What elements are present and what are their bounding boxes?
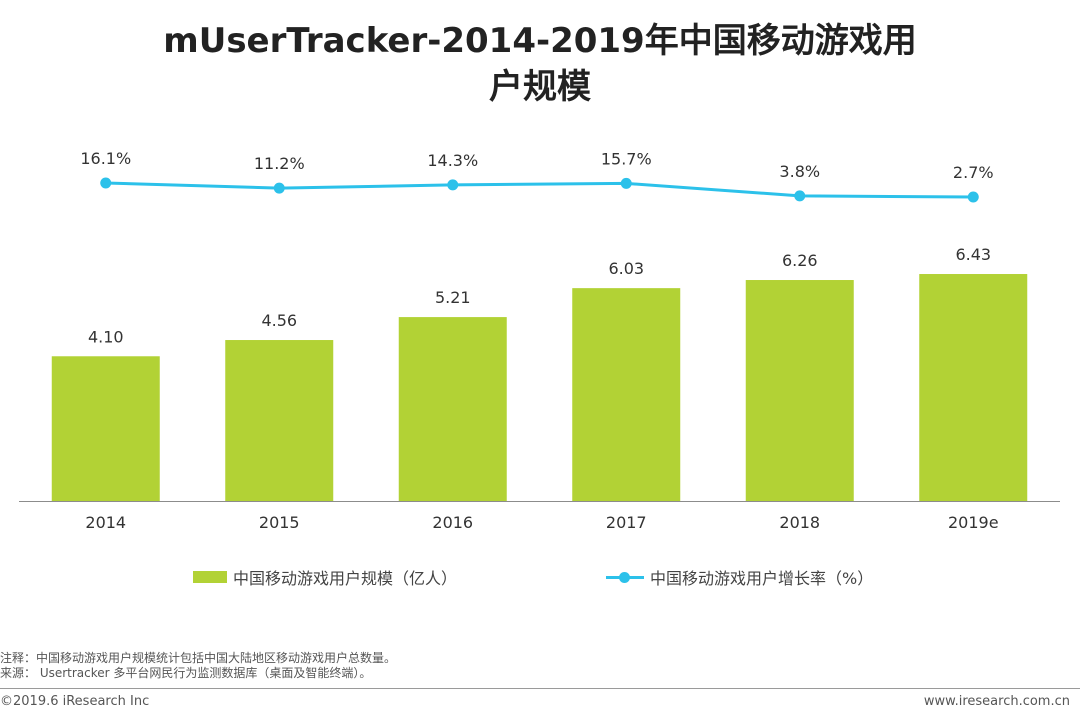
bar-value-label-2015: 4.56: [261, 311, 297, 330]
bar-value-label-2017: 6.03: [608, 259, 644, 278]
bar-value-label-2018: 6.26: [782, 251, 818, 270]
x-tick-label-2019e: 2019e: [948, 513, 999, 532]
growth-label-2019e: 2.7%: [953, 163, 994, 182]
growth-label-2016: 14.3%: [427, 151, 478, 170]
bar-2016: [398, 317, 507, 501]
legend-item-user-scale: 中国移动游戏用户规模（亿人）: [193, 565, 457, 589]
bar-value-label-2016: 5.21: [435, 288, 471, 307]
growth-point-2014: [100, 177, 112, 189]
bar-2017: [572, 288, 681, 501]
chart-title: mUserTracker-2014-2019年中国移动游戏用 户规模: [0, 18, 1080, 110]
chart-title-line-2: 户规模: [489, 67, 591, 107]
growth-label-2014: 16.1%: [80, 149, 131, 168]
growth-point-2015: [273, 182, 285, 194]
x-tick-label-2018: 2018: [779, 513, 820, 532]
legend-item-growth-rate: 中国移动游戏用户增长率（%）: [606, 565, 873, 589]
bar-value-label-2019e: 6.43: [955, 245, 991, 264]
bar-2015: [225, 340, 334, 501]
growth-rate-line: [105, 181, 974, 199]
growth-label-2017: 15.7%: [601, 149, 652, 168]
bar-value-label-2014: 4.10: [88, 327, 124, 346]
growth-point-2016: [447, 179, 459, 191]
chart-legend: 中国移动游戏用户规模（亿人） 中国移动游戏用户增长率（%）: [0, 565, 1080, 589]
growth-point-2017: [620, 177, 632, 189]
bar-2019e: [919, 274, 1028, 501]
growth-label-2015: 11.2%: [254, 154, 305, 173]
x-tick-label-2016: 2016: [432, 513, 473, 532]
legend-swatch-line: [606, 571, 644, 583]
chart-title-line-1: mUserTracker-2014-2019年中国移动游戏用: [163, 21, 917, 61]
growth-point-2019e: [967, 191, 979, 203]
growth-point-2018: [794, 190, 806, 202]
chart-plot-area: 4.10 2014 4.56 2015 5.21 2016 6.03 2017 6.26 2018…: [19, 149, 1060, 532]
website-link[interactable]: www.iresearch.com.cn: [923, 694, 1070, 709]
copyright-text: ©2019.6 iResearch Inc: [0, 694, 150, 709]
legend-swatch-bar: [193, 571, 227, 583]
legend-label-user-scale: 中国移动游戏用户规模（亿人）: [233, 569, 458, 588]
bar-2014: [51, 356, 160, 501]
growth-label-2018: 3.8%: [779, 162, 820, 181]
source-text: 来源： Usertracker 多平台网民行为监测数据库（桌面及智能终端）。: [0, 666, 372, 680]
x-tick-label-2017: 2017: [606, 513, 647, 532]
footnotes: 注释：中国移动游戏用户规模统计包括中国大陆地区移动游戏用户总数量。 来源： Us…: [0, 651, 396, 681]
x-tick-label-2015: 2015: [259, 513, 300, 532]
x-tick-label-2014: 2014: [85, 513, 126, 532]
bar-2018: [745, 280, 854, 501]
legend-label-growth-rate: 中国移动游戏用户增长率（%）: [650, 569, 874, 588]
footer-divider: [0, 688, 1080, 689]
note-text: 注释：中国移动游戏用户规模统计包括中国大陆地区移动游戏用户总数量。: [0, 651, 397, 665]
